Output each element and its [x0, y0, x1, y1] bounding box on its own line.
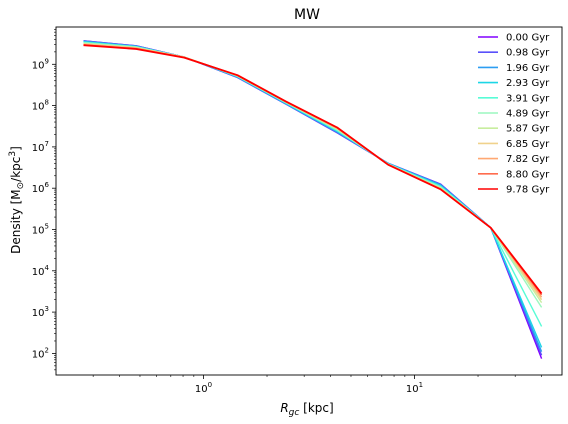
legend-label-4: 3.91 Gyr	[506, 93, 550, 104]
axis-layer: 102 103 104 105 106 107 108 109 100 101	[32, 26, 563, 395]
y-tick-label-1: 103	[32, 305, 49, 319]
x-axis-label: Rgc [kpc]	[280, 401, 333, 418]
y-axis-label: Density [M⊙/kpc3]	[8, 146, 26, 254]
legend-label-7: 6.85 Gyr	[506, 139, 550, 150]
y-tick-label-4: 106	[32, 181, 50, 195]
series-line-10	[83, 44, 543, 295]
legend-label-2: 1.96 Gyr	[506, 63, 550, 74]
legend-label-9: 8.80 Gyr	[506, 169, 550, 180]
legend-label-5: 4.89 Gyr	[506, 109, 550, 120]
plot-layer	[83, 40, 543, 359]
y-tick-label-7: 109	[32, 57, 49, 71]
x-tick-label-0: 100	[195, 381, 212, 395]
y-tick-label-6: 108	[32, 99, 49, 113]
y-tick-label-5: 107	[32, 140, 49, 154]
legend: 0.00 Gyr 0.98 Gyr 1.96 Gyr 2.93 Gyr 3.91 Gyr…	[478, 33, 550, 196]
plot-frame	[55, 26, 563, 376]
chart-title: MW	[294, 7, 320, 23]
legend-label-10: 9.78 Gyr	[506, 185, 550, 196]
y-tick-label-0: 102	[32, 346, 49, 360]
y-tick-label-3: 105	[32, 223, 49, 237]
y-tick-label-2: 104	[32, 264, 50, 278]
legend-label-0: 0.00 Gyr	[506, 33, 550, 44]
legend-label-1: 0.98 Gyr	[506, 48, 550, 59]
legend-label-6: 5.87 Gyr	[506, 124, 550, 135]
legend-label-8: 7.82 Gyr	[506, 154, 550, 165]
legend-label-3: 2.93 Gyr	[506, 78, 550, 89]
x-tick-label-1: 101	[406, 381, 423, 395]
